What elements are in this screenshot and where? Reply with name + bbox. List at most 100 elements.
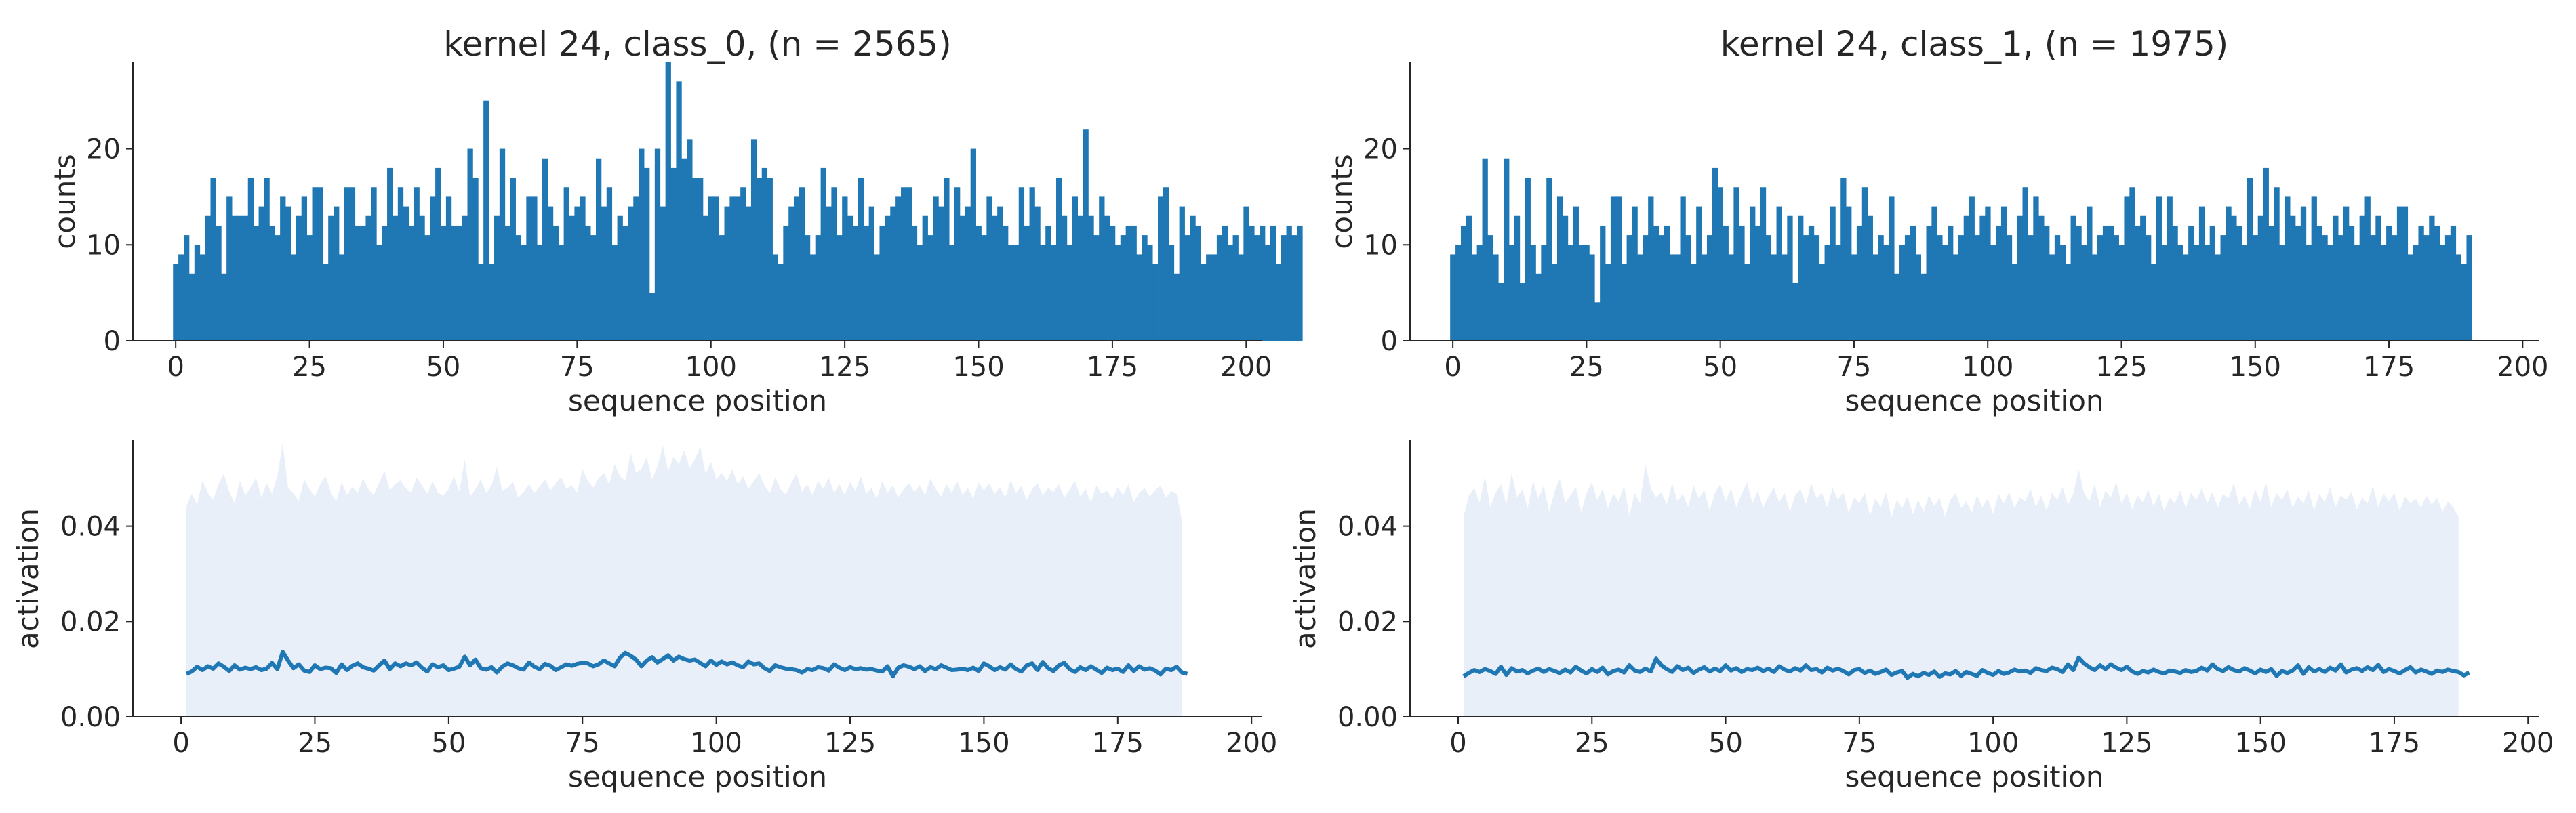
bar	[1589, 254, 1595, 341]
bar	[1450, 254, 1456, 341]
bar	[938, 206, 944, 341]
bar	[232, 215, 238, 341]
bar	[1136, 254, 1142, 341]
bar	[761, 167, 768, 341]
bar	[1072, 196, 1078, 341]
bar	[547, 206, 554, 341]
bar	[1040, 245, 1046, 341]
bar	[1851, 254, 1857, 341]
bar	[1179, 206, 1185, 341]
x-axis-label: sequence position	[568, 760, 827, 793]
bar	[1104, 215, 1110, 341]
bar	[2263, 167, 2269, 341]
bar	[820, 167, 826, 341]
bar	[338, 254, 345, 341]
bar	[269, 225, 275, 341]
bar	[1754, 225, 1761, 341]
bar	[1093, 235, 1100, 341]
bar	[2022, 187, 2028, 341]
x-tick-label: 25	[1569, 352, 1604, 383]
bar	[580, 196, 586, 341]
bar	[376, 245, 382, 341]
bar	[1926, 225, 1932, 341]
bar	[885, 215, 891, 341]
bar	[1782, 254, 1788, 341]
bar	[975, 225, 982, 341]
bar	[1286, 225, 1292, 341]
bar	[927, 235, 933, 341]
bar	[1504, 158, 1510, 341]
bar	[606, 187, 613, 341]
bar	[237, 215, 243, 341]
bar	[306, 235, 313, 341]
bar	[1648, 196, 1654, 341]
bar	[670, 167, 677, 341]
x-tick-label: 125	[824, 728, 876, 759]
bar	[1706, 235, 1713, 341]
bar	[2268, 225, 2274, 341]
x-tick-label: 50	[426, 352, 460, 383]
y-axis-label: counts	[1325, 154, 1359, 249]
bar	[1840, 178, 1847, 341]
bar	[2338, 235, 2344, 341]
bar	[2172, 225, 2178, 341]
bar	[1114, 245, 1121, 341]
bar	[708, 196, 715, 341]
bar	[430, 196, 436, 341]
y-tick-label: 20	[86, 134, 121, 165]
bar	[1856, 225, 1863, 341]
bar	[1615, 196, 1622, 341]
bar	[1270, 225, 1276, 341]
bar	[740, 187, 746, 341]
bar	[1653, 225, 1659, 341]
bar	[1056, 178, 1062, 341]
bar	[2188, 225, 2194, 341]
bar	[494, 215, 500, 341]
bar	[445, 196, 452, 341]
bar	[1297, 225, 1303, 341]
bar	[970, 148, 976, 341]
bar	[414, 187, 420, 341]
bar	[1168, 245, 1175, 341]
bar	[2220, 235, 2226, 341]
panel-top-left: kernel 24, class_0, (n = 2565)0 25 50 75 100…	[48, 24, 1303, 417]
bar	[1029, 187, 1035, 341]
bar	[1952, 254, 1959, 341]
bar	[382, 225, 388, 341]
x-tick-label: 125	[2095, 352, 2147, 383]
bar	[258, 206, 264, 341]
bar	[783, 225, 789, 341]
bar	[569, 215, 575, 341]
bar	[735, 196, 741, 341]
bar	[2257, 215, 2264, 341]
y-tick-label: 0.04	[60, 512, 121, 543]
bar	[1969, 196, 1975, 341]
bar	[2028, 235, 2034, 341]
bar	[2295, 225, 2301, 341]
bar	[2242, 245, 2248, 341]
bar	[933, 196, 939, 341]
bar	[451, 225, 458, 341]
bar	[719, 235, 725, 341]
bar	[1974, 235, 1980, 341]
x-tick-label: 25	[292, 352, 327, 383]
bar	[1184, 235, 1190, 341]
bar	[1920, 273, 1927, 341]
bar	[2252, 235, 2259, 341]
y-tick-label: 0	[1381, 326, 1398, 357]
bar	[515, 235, 521, 341]
x-tick-label: 100	[690, 728, 742, 759]
bar	[1158, 196, 1164, 341]
bar	[794, 196, 800, 341]
bar	[1195, 225, 1201, 341]
bar	[194, 245, 201, 341]
bar	[2311, 196, 2317, 341]
x-tick-label: 50	[1703, 352, 1737, 383]
bar	[2124, 196, 2130, 341]
y-axis-label: counts	[48, 154, 81, 249]
bar	[842, 196, 848, 341]
bar	[521, 245, 527, 341]
bar	[467, 148, 473, 341]
bar	[1712, 167, 1718, 341]
bar	[334, 206, 340, 341]
